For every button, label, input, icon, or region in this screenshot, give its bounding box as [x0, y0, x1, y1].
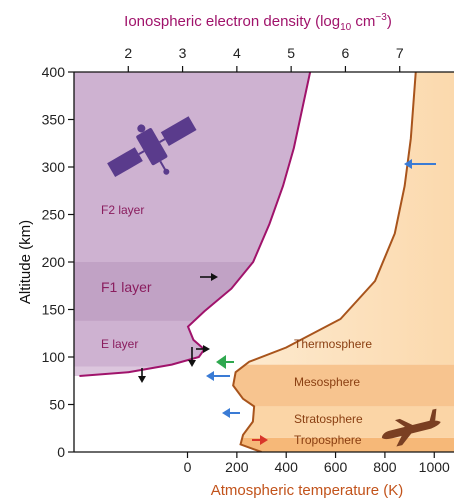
- arrow-icon-blue-thermosphere: [404, 159, 436, 169]
- y-axis-title: Altitude (km): [17, 220, 34, 304]
- bottom-tick-label: 400: [275, 459, 299, 475]
- f1-layer-label: F1 layer: [101, 279, 152, 295]
- bottom-tick-label: 0: [184, 459, 192, 475]
- temperature-line: [232, 72, 417, 452]
- arrow-icon-blue-mesosphere: [206, 371, 230, 381]
- y-tick-label: 400: [42, 64, 66, 80]
- e-layer-label: E layer: [101, 337, 138, 351]
- y-tick-label: 100: [42, 349, 66, 365]
- y-tick-label: 200: [42, 254, 66, 270]
- stratosphere-label: Stratosphere: [294, 412, 363, 426]
- bottom-axis-ticks: 0 200 400 600 800 1000: [184, 452, 450, 475]
- y-tick-label: 350: [42, 112, 66, 128]
- arrow-icon-black-e-down-1: [188, 347, 196, 367]
- top-tick-label: 5: [287, 45, 295, 61]
- arrow-icon-black-f1: [200, 273, 218, 281]
- top-tick-label: 2: [124, 45, 132, 61]
- plot-area: [74, 72, 454, 452]
- f2-layer-label: F2 layer: [101, 203, 144, 217]
- bottom-axis-title: Atmospheric temperature (K): [211, 482, 404, 499]
- y-tick-label: 250: [42, 207, 66, 223]
- y-axis-ticks: 0 50 100 150 200 250 300 350 400: [42, 64, 74, 460]
- airplane-icon: [381, 408, 441, 447]
- arrow-icon-red: [252, 435, 268, 445]
- arrow-icon-black-e-right: [196, 345, 210, 353]
- y-tick-label: 150: [42, 302, 66, 318]
- bottom-tick-label: 1000: [419, 459, 450, 475]
- satellite-icon: [107, 116, 197, 178]
- arrow-icon-blue-stratosphere: [222, 408, 240, 418]
- bottom-tick-label: 800: [373, 459, 397, 475]
- bottom-tick-label: 600: [324, 459, 348, 475]
- troposphere-label: Troposphere: [294, 433, 362, 447]
- top-axis-title: Ionospheric electron density (log10 cm−3…: [124, 12, 392, 33]
- thermosphere-label: Thermosphere: [294, 337, 372, 351]
- arrow-icon-black-e-down-2: [138, 368, 146, 383]
- y-tick-label: 0: [57, 444, 65, 460]
- y-tick-label: 300: [42, 159, 66, 175]
- top-tick-label: 3: [179, 45, 187, 61]
- top-tick-label: 4: [233, 45, 241, 61]
- top-tick-label: 7: [396, 45, 404, 61]
- electron-density-line: [79, 72, 312, 377]
- arrow-icon-green: [216, 355, 234, 369]
- bottom-tick-label: 200: [225, 459, 249, 475]
- top-axis-ticks: 2 3 4 5 6 7: [124, 45, 404, 72]
- top-tick-label: 6: [342, 45, 350, 61]
- mesosphere-label: Mesosphere: [294, 375, 360, 389]
- y-tick-label: 50: [49, 397, 65, 413]
